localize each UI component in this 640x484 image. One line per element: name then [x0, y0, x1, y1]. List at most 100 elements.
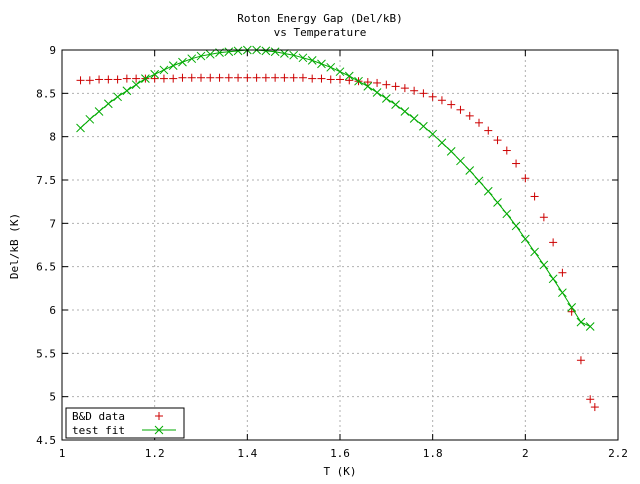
legend-label-test-fit: test fit [72, 424, 125, 437]
data-point [585, 322, 595, 331]
legend-box [65, 407, 185, 439]
data-point [317, 74, 326, 83]
data-point [400, 107, 410, 116]
data-point [131, 80, 141, 90]
data-point [512, 159, 521, 168]
axes: 1 1.2 1.4 1.6 1.8 2 2.2 4.5 5 5.5 6 6.5 7 7.5 8 8.5 9 [36, 44, 628, 460]
data-point [586, 395, 595, 404]
x-axis-label: T (K) [323, 465, 356, 478]
data-point [363, 78, 372, 87]
data-point [150, 69, 160, 79]
data-point [419, 89, 428, 98]
data-point [113, 75, 122, 84]
data-point [307, 56, 317, 65]
data-point [400, 84, 409, 93]
legend-symbol-test-fit [154, 425, 164, 435]
data-point [372, 88, 382, 97]
x-tick-label: 1.6 [330, 447, 350, 460]
data-point [159, 65, 169, 75]
data-point [558, 288, 567, 298]
data-point [205, 49, 215, 59]
data-point [530, 247, 539, 257]
data-point [85, 114, 95, 124]
data-point [187, 54, 197, 64]
legend: B&D data test fit [65, 407, 185, 439]
data-point [502, 146, 511, 155]
data-point [252, 73, 261, 82]
data-point [317, 59, 326, 69]
data-point [475, 118, 483, 127]
y-tick-label: 6 [49, 304, 56, 317]
data-point [298, 53, 308, 63]
x-tick-label: 1.2 [145, 447, 165, 460]
y-tick-label: 7 [49, 217, 56, 230]
data-point [94, 107, 104, 116]
data-point [567, 303, 577, 312]
data-point [289, 73, 298, 82]
legend-symbols [142, 412, 176, 435]
data-point [576, 356, 585, 365]
data-point [224, 47, 234, 57]
y-tick-label: 4.5 [36, 434, 56, 447]
data-point [549, 238, 558, 247]
data-point [215, 73, 224, 82]
data-point [345, 76, 354, 85]
data-point [141, 74, 150, 83]
data-point [521, 174, 530, 183]
data-point [419, 121, 428, 131]
data-point [234, 73, 243, 82]
data-point [243, 73, 252, 82]
data-point [548, 274, 558, 284]
chart-title: Roton Energy Gap (Del/kB) [237, 12, 403, 25]
data-point [344, 71, 354, 81]
data-point [465, 111, 474, 120]
series-1 [76, 45, 595, 331]
x-tick-label: 2 [522, 447, 529, 460]
chart-subtitle: vs Temperature [274, 26, 367, 39]
data-point [95, 75, 104, 84]
data-point [511, 221, 521, 231]
data-point [280, 49, 289, 58]
x-tick-label: 2.2 [608, 447, 628, 460]
data-point [373, 78, 382, 87]
data-point [483, 186, 493, 196]
data-point [502, 209, 512, 219]
data-point [520, 234, 530, 244]
data-point [576, 317, 586, 327]
x-tick-label: 1 [59, 447, 66, 460]
data-point [261, 46, 271, 56]
x-tick-label: 1.8 [423, 447, 443, 460]
data-point [539, 260, 549, 270]
data-point [150, 74, 159, 83]
data-point [168, 61, 178, 70]
data-point [437, 138, 447, 148]
data-point [363, 82, 373, 91]
data-point [206, 73, 215, 82]
data-point [270, 47, 280, 57]
data-point [280, 73, 289, 82]
data-point [456, 156, 465, 166]
y-tick-label: 8.5 [36, 87, 56, 100]
data-point [233, 46, 243, 56]
data-point [391, 82, 400, 91]
legend-symbol-bd-data [155, 412, 163, 420]
data-point [289, 50, 299, 60]
data-point [103, 99, 113, 109]
data-point [391, 100, 400, 109]
data-point [224, 73, 233, 82]
plot-series [76, 45, 599, 412]
y-tick-label: 7.5 [36, 174, 56, 187]
data-point [196, 51, 206, 61]
data-point [113, 92, 122, 102]
data-point [539, 213, 548, 222]
data-point [465, 166, 475, 175]
data-point [104, 75, 113, 84]
data-point [381, 94, 391, 103]
data-point [410, 86, 419, 95]
data-point [178, 73, 187, 82]
data-point [298, 73, 307, 82]
data-point [590, 403, 599, 412]
data-point [354, 76, 363, 86]
